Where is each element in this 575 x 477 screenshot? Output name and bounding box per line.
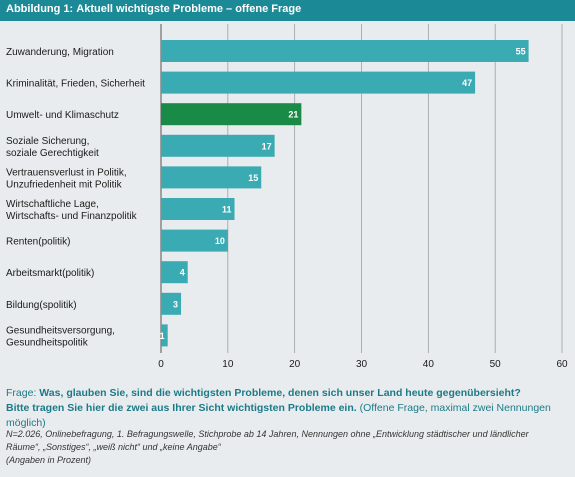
footnote: N=2.026, Onlinebefragung, 1. Befragungsw… (6, 428, 571, 467)
value-label: 10 (215, 236, 225, 246)
value-label: 4 (180, 268, 185, 278)
x-tick-label: 60 (556, 359, 568, 370)
category-label: Soziale Sicherung, soziale Gerechtigkeit (6, 136, 99, 159)
x-tick-label: 30 (356, 359, 368, 370)
figure-prefix: Abbildung 1: (6, 3, 74, 15)
bar (161, 292, 182, 315)
footnote-line-1: N=2.026, Onlinebefragung, 1. Befragungsw… (6, 429, 529, 439)
bar (161, 198, 235, 220)
value-label: 17 (262, 141, 272, 151)
bar (161, 261, 188, 284)
bar (161, 40, 529, 62)
bar-chart: 0 10 20 30 40 50 60 Zuwanderung, Migration 55 Kri… (6, 24, 568, 370)
question-line-1: Frage: Was, glauben Sie, sind die wichti… (6, 386, 571, 401)
category-label: Zuwanderung, Migration (6, 47, 114, 58)
value-label: 55 (516, 47, 526, 57)
question-text-1: Was, glauben Sie, sind die wichtigsten P… (39, 387, 521, 399)
x-tick-label: 40 (423, 359, 435, 370)
category-label: Renten(politik) (6, 237, 70, 248)
value-label: 1 (160, 331, 165, 341)
category-label: Arbeitsmarkt(politik) (6, 268, 94, 279)
question-line-2: Bitte tragen Sie hier die zwei aus Ihrer… (6, 401, 571, 431)
bar (161, 229, 228, 252)
footnote-line-2: Räume“, „Sonstiges“, „weiß nicht“ und „k… (6, 442, 221, 452)
x-tick-label: 10 (222, 359, 234, 370)
question-text-2: Bitte tragen Sie hier die zwei aus Ihrer… (6, 402, 357, 414)
category-label: Umwelt- und Klimaschutz (6, 110, 119, 121)
figure-title-text: Aktuell wichtigste Probleme – offene Fra… (76, 3, 302, 15)
category-label: Vertrauensverlust in Politik, Unzufrieden… (6, 167, 127, 190)
question-label: Frage: (6, 387, 37, 399)
bar (161, 134, 275, 157)
bar (161, 71, 476, 94)
category-label: Wirtschaftliche Lage, Wirtschafts- und Fi… (6, 199, 138, 222)
question-note: (Offene Frage, maximal zwei Nennungen mö… (6, 402, 551, 429)
footnote-line-3: (Angaben in Prozent) (6, 455, 92, 465)
category-label: Bildung(spolitik) (6, 300, 77, 311)
x-tick-label: 20 (289, 359, 301, 370)
figure-header: Abbildung 1: Aktuell wichtigste Probleme… (0, 0, 575, 21)
value-label: 15 (248, 173, 258, 183)
figure-title: Abbildung 1: Aktuell wichtigste Probleme… (6, 3, 301, 15)
value-label: 21 (288, 110, 298, 120)
x-tick-label: 50 (490, 359, 502, 370)
category-label: Gesundheitsversorgung, Gesundheitspolitik (6, 325, 115, 348)
value-label: 11 (222, 205, 232, 215)
bar (161, 324, 168, 347)
x-tick-label: 0 (158, 359, 164, 370)
question-block: Frage: Was, glauben Sie, sind die wichti… (6, 386, 571, 431)
value-label: 47 (462, 78, 472, 88)
category-label: Kriminalität, Frieden, Sicherheit (6, 79, 145, 90)
bar (161, 166, 262, 189)
value-label: 3 (173, 299, 178, 309)
bar (161, 103, 302, 126)
